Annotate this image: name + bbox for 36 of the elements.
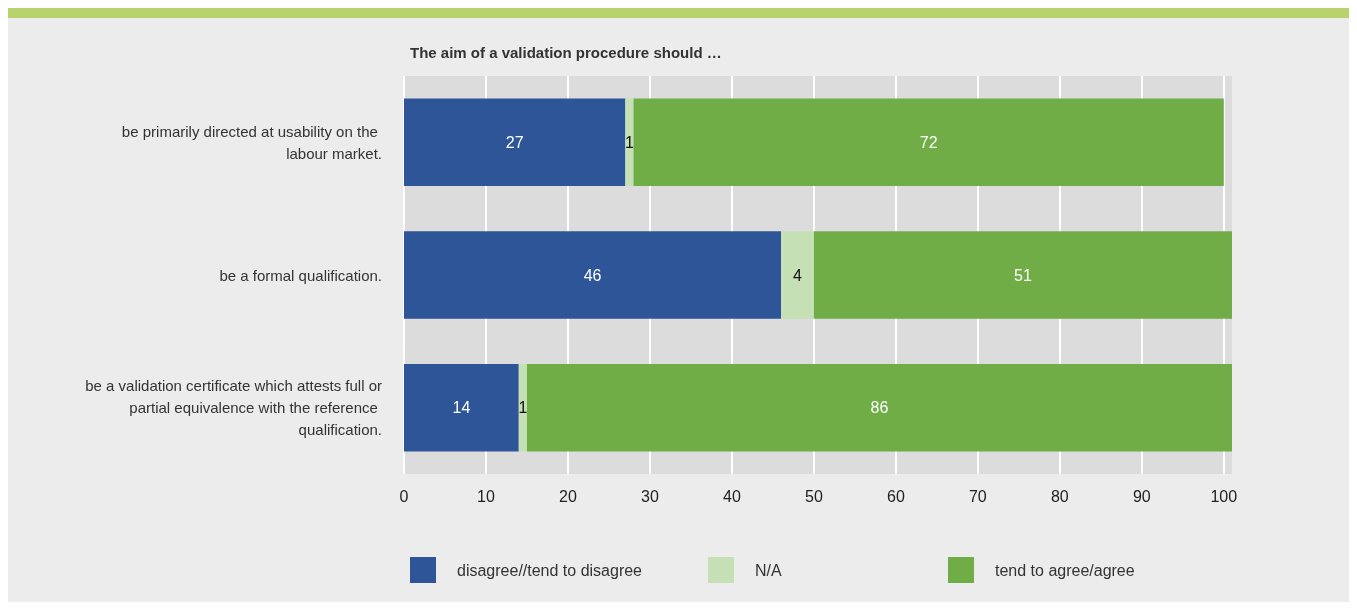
- data-label: 1: [624, 133, 634, 151]
- data-label: 1: [518, 399, 528, 417]
- x-tick-label: 60: [886, 487, 905, 505]
- legend-label: disagree//tend to disagree: [457, 561, 643, 579]
- bar: [633, 98, 1224, 187]
- bar: [404, 231, 782, 319]
- y-tick-label: be a validation certificate which attests full or partial equivalence with the reference qualification.: [85, 377, 382, 439]
- x-tick-label: 80: [1050, 487, 1069, 505]
- chart-title: The aim of a validation procedure should …: [410, 44, 722, 61]
- y-tick-label: be primarily directed at usability on the labour market.: [121, 122, 382, 162]
- x-tick-label: 10: [477, 487, 495, 505]
- data-label: 27: [505, 133, 524, 151]
- x-tick-label: 100: [1210, 487, 1238, 505]
- data-label: 4: [793, 266, 803, 284]
- y-tick-label: be a formal qualification.: [219, 266, 382, 284]
- x-tick-label: 30: [641, 487, 659, 505]
- legend-label: N/A: [755, 561, 782, 579]
- data-label: 14: [452, 399, 471, 417]
- x-tick-label: 0: [399, 487, 409, 505]
- data-label: 86: [870, 399, 889, 417]
- legend-label: tend to agree/agree: [995, 561, 1135, 579]
- x-tick-label: 40: [723, 487, 741, 505]
- bar: [813, 231, 1232, 319]
- bar: [518, 363, 527, 452]
- x-tick-label: 90: [1132, 487, 1151, 505]
- x-tick-label: 20: [559, 487, 577, 505]
- bar: [526, 363, 1232, 452]
- data-label: 51: [1014, 266, 1032, 284]
- bar: [625, 98, 634, 187]
- bar: [781, 231, 814, 319]
- x-tick-label: 70: [968, 487, 987, 505]
- bar: [404, 98, 626, 187]
- x-tick-label: 50: [805, 487, 823, 505]
- data-label: 72: [919, 133, 938, 151]
- data-label: 46: [583, 266, 602, 284]
- bar: [404, 363, 519, 452]
